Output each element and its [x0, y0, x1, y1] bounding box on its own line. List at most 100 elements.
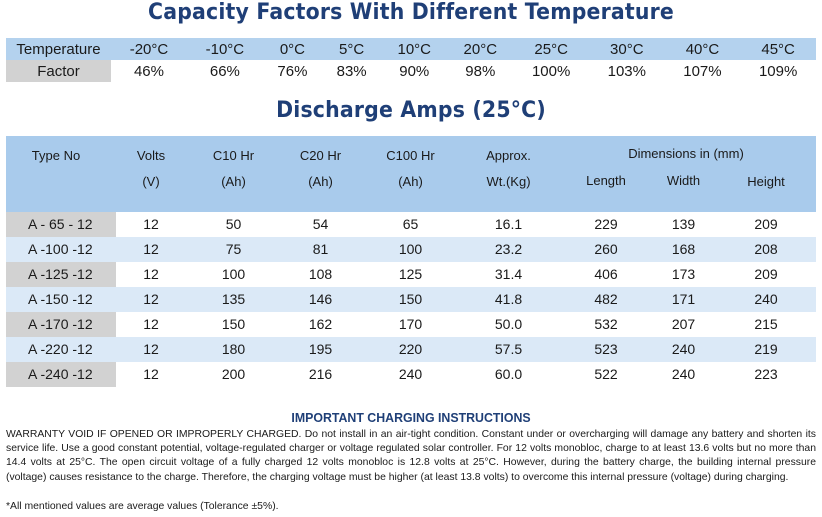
cell-weight: 60.0: [494, 366, 523, 382]
cell-width: 240: [671, 341, 696, 357]
header-height: Height: [747, 174, 785, 189]
cell-c100: 220: [398, 341, 423, 357]
header-c20-unit: (Ah): [308, 174, 333, 189]
cell-length: 406: [594, 266, 618, 282]
cell-weight: 16.1: [494, 216, 523, 232]
header-dimensions: Dimensions in (mm): [628, 146, 744, 161]
cell-weight: 31.4: [494, 266, 523, 282]
cell-height: 215: [754, 316, 778, 332]
temperature-row: Temperature -20°C -10°C 0°C 5°C 10°C 20°…: [6, 38, 816, 60]
factor-cell: 66%: [186, 60, 263, 82]
cell-volts: 12: [143, 316, 159, 332]
factor-label: Factor: [6, 60, 111, 82]
cell-width: 168: [671, 241, 696, 257]
factor-cell: 107%: [664, 60, 741, 82]
cell-c10: 50: [225, 216, 242, 232]
notes-body: WARRANTY VOID IF OPENED OR IMPROPERLY CH…: [6, 429, 816, 483]
cell-weight: 23.2: [494, 241, 523, 257]
table-row: A -220 -12 12 180 195 220 57.5 523 240 219: [6, 337, 816, 362]
temperature-cell: -20°C: [111, 38, 187, 60]
cell-volts: 12: [143, 241, 159, 257]
cell-c100: 125: [398, 266, 423, 282]
cell-c20: 81: [312, 241, 329, 257]
cell-width: 173: [671, 266, 696, 282]
cell-width: 240: [671, 366, 696, 382]
cell-c100: 170: [398, 316, 423, 332]
header-volts-unit: (V): [142, 174, 160, 189]
temperature-cell: 25°C: [513, 38, 589, 60]
cell-type-no: A -240 -12: [6, 362, 116, 387]
header-c10-unit: (Ah): [221, 174, 246, 189]
cell-height: 223: [754, 366, 778, 382]
cell-length: 532: [594, 316, 618, 332]
header-width: Width: [666, 173, 701, 188]
cell-c10: 200: [221, 366, 246, 382]
header-type-no: Type No: [31, 148, 81, 163]
header-c10: C10 Hr: [212, 148, 255, 163]
capacity-factor-table: Temperature -20°C -10°C 0°C 5°C 10°C 20°…: [6, 38, 816, 82]
temperature-cell: 5°C: [322, 38, 382, 60]
temperature-cell: 40°C: [664, 38, 741, 60]
factor-cell: 98%: [447, 60, 514, 82]
cell-width: 171: [671, 291, 696, 307]
factor-cell: 90%: [381, 60, 448, 82]
factor-cell: 83%: [322, 60, 382, 82]
cell-c10: 180: [221, 341, 246, 357]
temperature-label: Temperature: [6, 38, 111, 60]
header-weight: Wt.(Kg): [486, 174, 531, 189]
cell-length: 260: [594, 241, 618, 257]
cell-c10: 135: [221, 291, 246, 307]
cell-height: 240: [754, 291, 778, 307]
header-length: Length: [586, 173, 626, 188]
capacity-title: Capacity Factors With Different Temperat…: [148, 0, 674, 25]
cell-height: 209: [754, 216, 778, 232]
factor-cell: 46%: [111, 60, 187, 82]
cell-length: 522: [594, 366, 618, 382]
table-row: A - 65 - 12 12 50 54 65 16.1 229 139 209: [6, 212, 816, 237]
cell-weight: 41.8: [494, 291, 523, 307]
cell-c20: 195: [308, 341, 333, 357]
factor-row: Factor 46% 66% 76% 83% 90% 98% 100% 103%…: [6, 60, 816, 82]
factor-cell: 103%: [588, 60, 665, 82]
header-c20: C20 Hr: [299, 148, 342, 163]
table-row: A -150 -12 12 135 146 150 41.8 482 171 240: [6, 287, 816, 312]
cell-weight: 50.0: [494, 316, 523, 332]
notes-footnote: *All mentioned values are average values…: [6, 501, 279, 512]
cell-c20: 108: [308, 266, 333, 282]
cell-volts: 12: [143, 366, 159, 382]
header-c100: C100 Hr: [386, 148, 435, 163]
cell-c20: 162: [308, 316, 333, 332]
temperature-cell: 45°C: [740, 38, 816, 60]
header-approx: Approx.: [486, 148, 531, 163]
cell-type-no: A -125 -12: [6, 262, 116, 287]
cell-height: 208: [754, 241, 778, 257]
cell-length: 229: [594, 216, 618, 232]
cell-type-no: A -100 -12: [6, 237, 116, 262]
cell-width: 207: [671, 316, 696, 332]
cell-c20: 54: [312, 216, 329, 232]
cell-length: 523: [594, 341, 618, 357]
cell-width: 139: [671, 216, 696, 232]
cell-c100: 150: [398, 291, 423, 307]
cell-c10: 150: [221, 316, 246, 332]
cell-c20: 146: [308, 291, 333, 307]
temperature-cell: 0°C: [262, 38, 323, 60]
temperature-cell: 30°C: [588, 38, 665, 60]
header-c100-unit: (Ah): [398, 174, 423, 189]
cell-c100: 100: [398, 241, 423, 257]
temperature-cell: 10°C: [381, 38, 448, 60]
notes-title: IMPORTANT CHARGING INSTRUCTIONS: [291, 410, 531, 425]
cell-type-no: A -220 -12: [6, 337, 116, 362]
cell-c100: 240: [398, 366, 423, 382]
factor-cell: 109%: [740, 60, 816, 82]
cell-c10: 100: [221, 266, 246, 282]
cell-height: 219: [754, 341, 778, 357]
table-row: A -240 -12 12 200 216 240 60.0 522 240 223: [6, 362, 816, 387]
header-volts: Volts: [136, 148, 166, 163]
cell-volts: 12: [143, 266, 159, 282]
table-row: A -170 -12 12 150 162 170 50.0 532 207 215: [6, 312, 816, 337]
factor-cell: 76%: [262, 60, 323, 82]
cell-c100: 65: [402, 216, 419, 232]
table-row: A -125 -12 12 100 108 125 31.4 406 173 209: [6, 262, 816, 287]
temperature-cell: 20°C: [447, 38, 514, 60]
